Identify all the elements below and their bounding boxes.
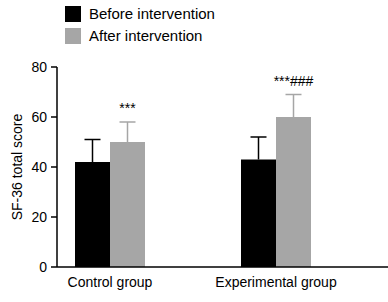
legend: Before intervention After intervention bbox=[65, 5, 215, 44]
bar bbox=[75, 162, 110, 267]
y-tick bbox=[51, 166, 57, 168]
plot-marks bbox=[75, 95, 311, 268]
error-cap bbox=[85, 139, 101, 141]
error-stem bbox=[258, 137, 260, 160]
annotations: *** ***### bbox=[119, 73, 313, 117]
significance-label: ***### bbox=[274, 73, 314, 89]
y-tick-label: 20 bbox=[31, 209, 47, 225]
legend-swatch bbox=[65, 28, 81, 44]
y-tick bbox=[51, 216, 57, 218]
y-tick-label: 0 bbox=[39, 259, 47, 275]
error-cap bbox=[251, 136, 267, 138]
chart-root: *** ***### 0 20 40 60 80 Control group Experimen… bbox=[0, 0, 388, 302]
error-cap bbox=[120, 121, 136, 123]
significance-label: *** bbox=[119, 100, 136, 116]
error-bar bbox=[120, 122, 136, 142]
legend-swatch bbox=[65, 6, 81, 22]
error-bar bbox=[85, 140, 101, 163]
y-tick bbox=[51, 116, 57, 118]
x-tick-label: Control group bbox=[68, 274, 153, 290]
bar bbox=[241, 160, 276, 268]
error-stem bbox=[127, 122, 129, 142]
x-axis bbox=[57, 266, 388, 268]
error-bar bbox=[251, 137, 267, 160]
y-tick bbox=[51, 66, 57, 68]
bar bbox=[276, 117, 311, 267]
error-bar bbox=[286, 95, 302, 118]
legend-label: After intervention bbox=[89, 27, 202, 44]
error-cap bbox=[286, 94, 302, 96]
y-tick bbox=[51, 266, 57, 268]
bar bbox=[110, 142, 145, 267]
x-tick-label: Experimental group bbox=[215, 274, 337, 290]
error-stem bbox=[293, 95, 295, 118]
y-axis-title: SF-36 total score bbox=[9, 113, 25, 220]
chart-svg: *** ***### 0 20 40 60 80 Control group Experimen… bbox=[0, 0, 388, 302]
y-tick-label: 80 bbox=[31, 59, 47, 75]
error-stem bbox=[92, 140, 94, 163]
y-tick-label: 40 bbox=[31, 159, 47, 175]
legend-label: Before intervention bbox=[89, 5, 215, 22]
y-tick-label: 60 bbox=[31, 109, 47, 125]
